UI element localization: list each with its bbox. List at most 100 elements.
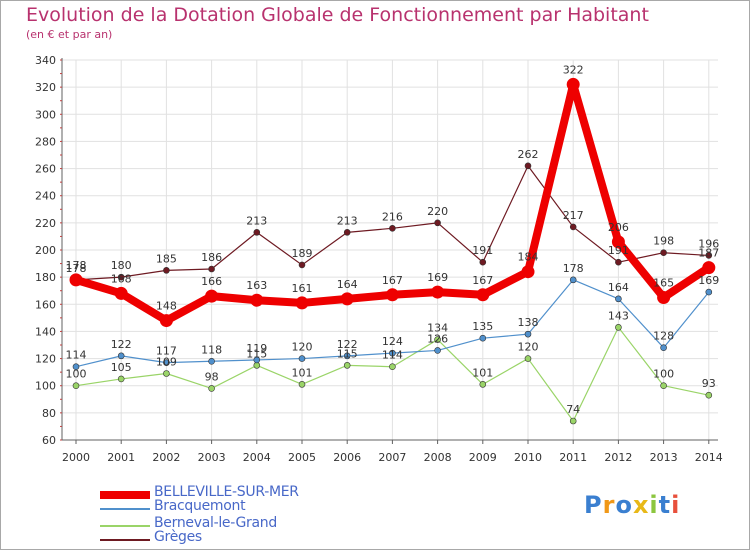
data-label-belleville-sur-mer: 164 xyxy=(337,278,358,291)
data-label-berneval-le-grand: 115 xyxy=(246,347,267,360)
data-label-belleville-sur-mer: 166 xyxy=(201,275,222,288)
data-point-bracquemont xyxy=(208,357,215,365)
data-point-gr-ges xyxy=(434,219,441,227)
x-tick-label: 2006 xyxy=(333,451,361,464)
data-point-bracquemont xyxy=(524,330,532,338)
x-tick-label: 2003 xyxy=(198,451,226,464)
data-label-bracquemont: 124 xyxy=(382,335,403,348)
data-label-gr-ges: 216 xyxy=(382,210,403,223)
logo-letter: x xyxy=(632,491,650,519)
data-point-bracquemont xyxy=(434,347,441,354)
data-label-berneval-le-grand: 74 xyxy=(566,403,580,416)
data-point-gr-ges xyxy=(524,162,532,170)
y-tick-label: 280 xyxy=(35,135,56,148)
data-label-belleville-sur-mer: 169 xyxy=(427,271,448,284)
data-point-berneval-le-grand xyxy=(117,375,125,383)
data-label-belleville-sur-mer: 167 xyxy=(382,274,403,287)
data-label-gr-ges: 180 xyxy=(111,259,132,272)
data-point-belleville-sur-mer xyxy=(476,288,490,302)
data-label-bracquemont: 122 xyxy=(337,338,358,351)
data-point-bracquemont xyxy=(163,359,170,366)
data-label-bracquemont: 178 xyxy=(563,262,584,275)
series-layer xyxy=(69,77,716,425)
data-label-berneval-le-grand: 120 xyxy=(518,341,539,354)
data-label-berneval-le-grand: 100 xyxy=(653,368,674,381)
data-point-belleville-sur-mer xyxy=(431,285,445,299)
data-label-berneval-le-grand: 105 xyxy=(111,361,132,374)
data-label-gr-ges: 196 xyxy=(698,237,719,250)
data-point-bracquemont xyxy=(615,295,622,303)
data-point-gr-ges xyxy=(343,229,351,236)
data-label-bracquemont: 128 xyxy=(653,330,674,343)
axis-layer: 60 80 100 120 140 160 180 200 220 240 260 280 300 320… xyxy=(35,54,723,464)
data-point-berneval-le-grand xyxy=(389,363,396,371)
data-label-bracquemont: 117 xyxy=(156,345,177,358)
data-point-belleville-sur-mer xyxy=(69,273,83,287)
data-label-belleville-sur-mer: 163 xyxy=(246,279,267,292)
data-label-gr-ges: 191 xyxy=(472,244,493,257)
data-label-belleville-sur-mer: 184 xyxy=(518,251,539,264)
y-tick-label: 120 xyxy=(35,353,56,366)
data-label-belleville-sur-mer: 168 xyxy=(111,272,132,285)
legend-label: BELLEVILLE-SUR-MER xyxy=(154,484,299,500)
x-tick-label: 2012 xyxy=(604,451,632,464)
y-tick-label: 60 xyxy=(42,434,56,447)
x-tick-label: 2007 xyxy=(378,451,406,464)
data-label-belleville-sur-mer: 178 xyxy=(66,259,87,272)
data-point-belleville-sur-mer xyxy=(340,292,354,306)
data-point-bracquemont xyxy=(253,356,261,364)
x-tick-label: 2014 xyxy=(695,451,723,464)
data-label-layer: 178 180 185 186 213 189 213 216 220 191 262 217 191 1… xyxy=(66,63,720,416)
data-label-bracquemont: 122 xyxy=(111,338,132,351)
data-label-bracquemont: 119 xyxy=(246,342,267,355)
data-point-berneval-le-grand xyxy=(479,381,487,388)
x-tick-label: 2001 xyxy=(107,451,135,464)
data-point-belleville-sur-mer xyxy=(611,235,625,249)
data-point-belleville-sur-mer xyxy=(114,286,128,300)
legend-label: Grèges xyxy=(154,529,202,545)
data-point-belleville-sur-mer xyxy=(250,293,264,307)
x-tick-label: 2009 xyxy=(469,451,497,464)
data-label-belleville-sur-mer: 206 xyxy=(608,221,629,234)
data-point-gr-ges xyxy=(479,258,487,266)
data-point-berneval-le-grand xyxy=(253,362,261,369)
data-point-belleville-sur-mer xyxy=(521,265,535,279)
logo-letter: t xyxy=(658,491,672,519)
y-tick-label: 260 xyxy=(35,163,56,176)
x-tick-label: 2010 xyxy=(514,451,542,464)
chart-subtitle: (en € et par an) xyxy=(26,28,113,41)
data-point-gr-ges xyxy=(615,258,622,266)
data-label-gr-ges: 186 xyxy=(201,251,222,264)
data-point-berneval-le-grand xyxy=(524,355,532,362)
data-label-berneval-le-grand: 109 xyxy=(156,356,177,369)
data-point-berneval-le-grand xyxy=(208,385,215,392)
data-point-berneval-le-grand xyxy=(298,381,306,388)
x-tick-label: 2004 xyxy=(243,451,271,464)
data-point-gr-ges xyxy=(660,249,667,257)
data-point-gr-ges xyxy=(705,252,713,259)
data-point-bracquemont xyxy=(660,344,667,352)
chart-title: Evolution de la Dotation Globale de Fonc… xyxy=(26,4,649,26)
y-tick-label: 80 xyxy=(42,407,56,420)
data-point-bracquemont xyxy=(479,334,487,342)
data-point-berneval-le-grand xyxy=(434,336,441,343)
x-tick-label: 2011 xyxy=(559,451,587,464)
data-point-belleville-sur-mer xyxy=(159,314,173,328)
data-point-gr-ges xyxy=(298,261,306,269)
y-tick-label: 200 xyxy=(35,244,56,257)
data-label-berneval-le-grand: 101 xyxy=(292,366,313,379)
data-label-belleville-sur-mer: 167 xyxy=(472,274,493,287)
data-point-berneval-le-grand xyxy=(660,382,667,390)
data-point-gr-ges xyxy=(208,265,215,273)
data-label-belleville-sur-mer: 165 xyxy=(653,277,674,290)
data-label-gr-ges: 213 xyxy=(337,214,358,227)
data-label-gr-ges: 262 xyxy=(518,148,539,161)
data-label-belleville-sur-mer: 187 xyxy=(698,247,719,260)
data-point-gr-ges xyxy=(569,223,577,231)
data-point-gr-ges xyxy=(117,273,125,281)
logo-letter: i xyxy=(649,491,659,519)
x-tick-label: 2013 xyxy=(650,451,678,464)
proxiti-logo: Proxiti xyxy=(584,491,680,519)
